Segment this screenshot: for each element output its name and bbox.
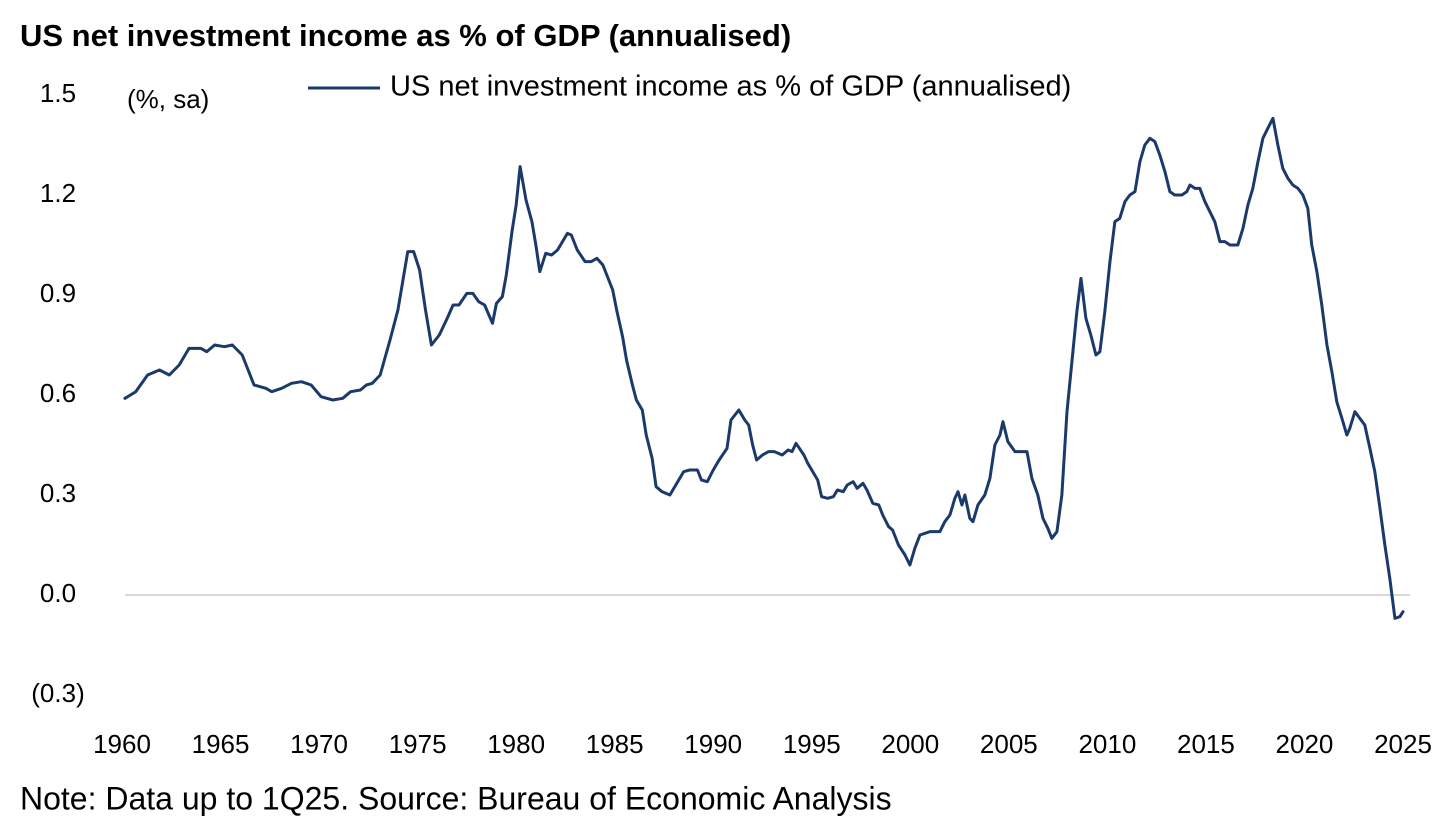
x-tick-label: 1960: [93, 729, 151, 759]
x-tick-label: 1995: [783, 729, 841, 759]
x-tick-label: 2005: [980, 729, 1038, 759]
x-tick-label: 1980: [487, 729, 545, 759]
chart-title: US net investment income as % of GDP (an…: [20, 18, 791, 53]
y-tick-label: 0.3: [40, 478, 76, 508]
y-unit-label: (%, sa): [127, 84, 209, 114]
x-tick-label: 1975: [389, 729, 447, 759]
x-tick-label: 1990: [684, 729, 742, 759]
x-tick-label: 2025: [1374, 729, 1432, 759]
y-tick-label: 1.2: [40, 178, 76, 208]
legend-label: US net investment income as % of GDP (an…: [390, 71, 1071, 103]
x-tick-label: 1965: [192, 729, 250, 759]
data-line: [123, 116, 1405, 620]
y-tick-label: 0.0: [40, 578, 76, 608]
x-tick-label: 2010: [1078, 729, 1136, 759]
y-tick-label: 0.6: [40, 378, 76, 408]
x-tick-label: 2000: [881, 729, 939, 759]
x-tick-label: 2020: [1276, 729, 1334, 759]
y-tick-label: 1.5: [40, 78, 76, 108]
y-tick-label: (0.3): [31, 678, 84, 708]
x-tick-label: 2015: [1177, 729, 1235, 759]
x-tick-label: 1970: [290, 729, 348, 759]
x-tick-label: 1985: [586, 729, 644, 759]
note: Note: Data up to 1Q25. Source: Bureau of…: [20, 780, 892, 816]
y-tick-label: 0.9: [40, 278, 76, 308]
